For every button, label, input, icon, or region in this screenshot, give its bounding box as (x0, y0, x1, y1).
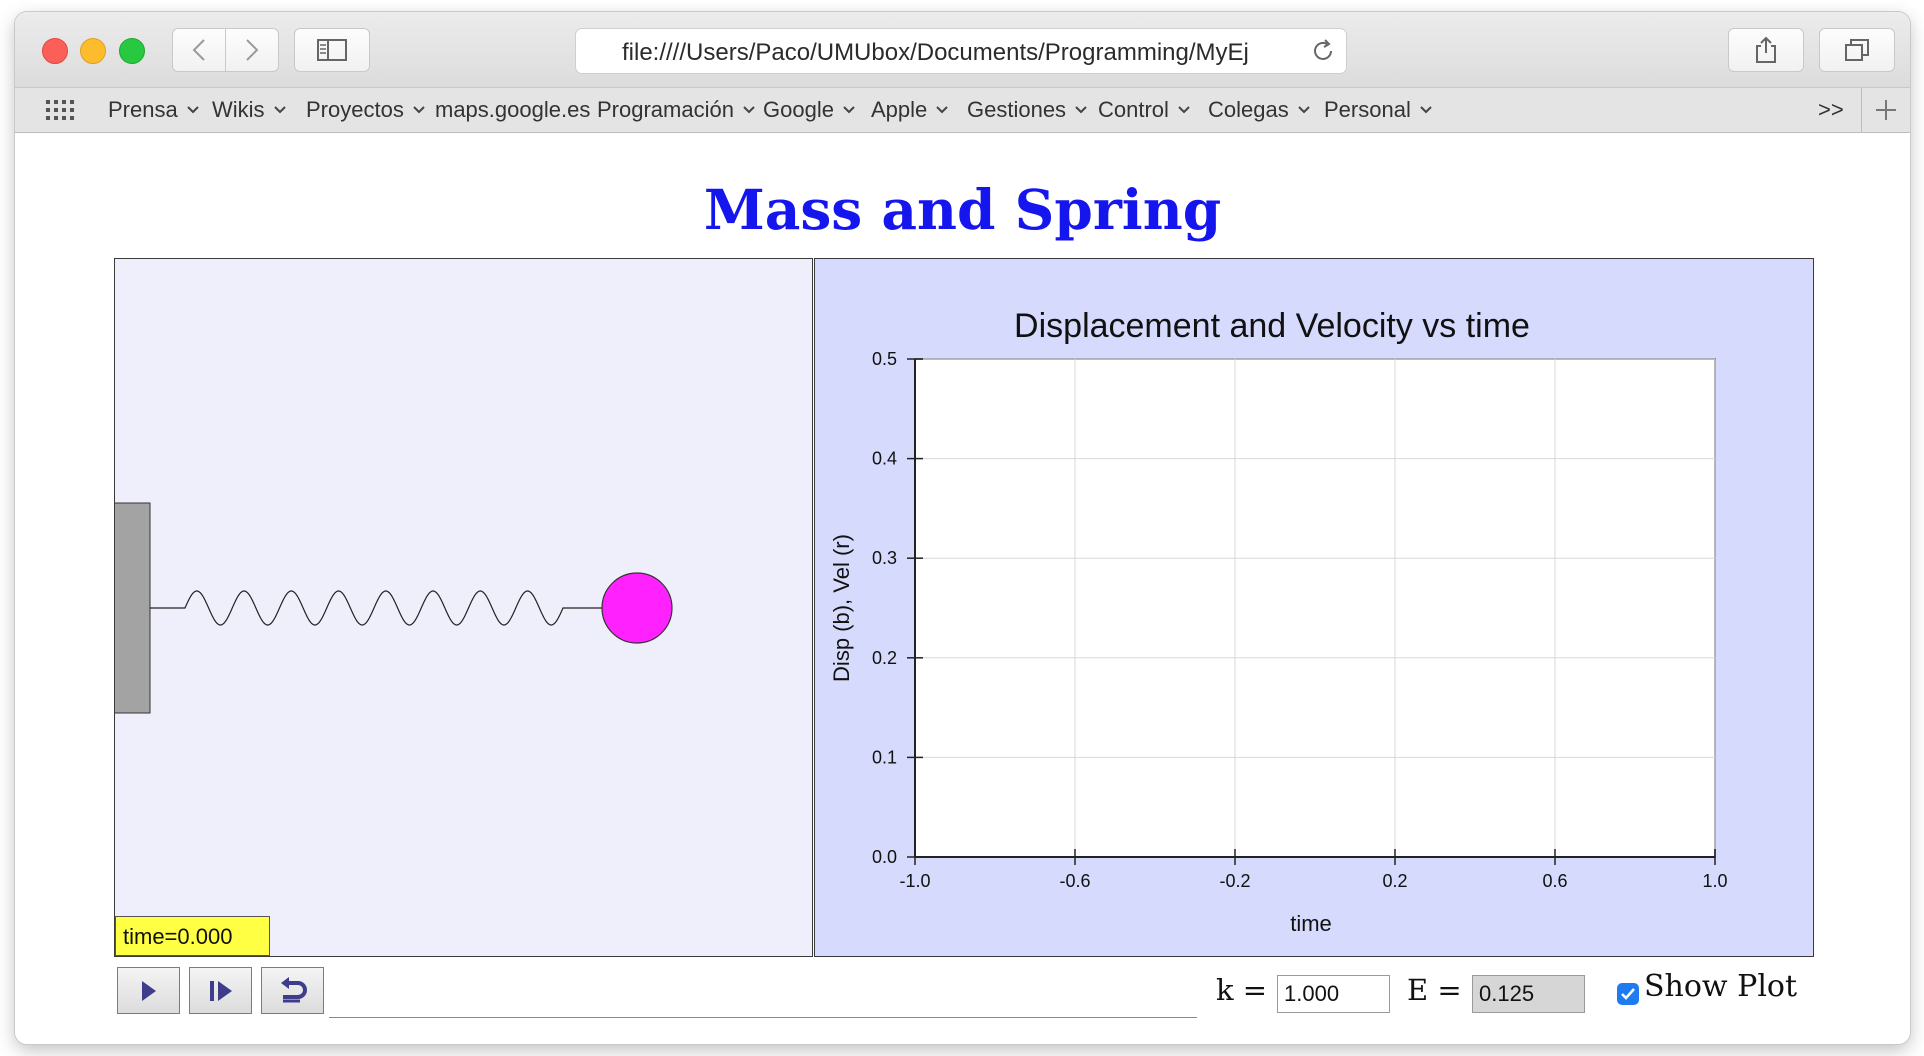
e-label: E = (1407, 973, 1462, 1007)
bookmark-3[interactable]: maps.google.es (435, 97, 590, 123)
message-field (329, 1017, 1197, 1018)
grid-icon (46, 100, 74, 120)
bookmark-label: Control (1098, 97, 1169, 122)
energy-field: 0.125 (1472, 975, 1585, 1013)
y-tick-label: 0.1 (872, 747, 897, 767)
bookmark-label: Google (763, 97, 834, 122)
y-axis-label: Disp (b), Vel (r) (829, 534, 854, 682)
chevron-down-icon (743, 106, 755, 114)
bookmark-10[interactable]: Personal (1324, 97, 1433, 123)
x-tick-label: 0.6 (1542, 871, 1567, 891)
control-bar: k = 1.000 E = 0.125 Show Plot (15, 959, 1910, 1019)
share-button[interactable] (1728, 28, 1804, 72)
bookmark-label: Programación (597, 97, 734, 122)
bookmark-4[interactable]: Programación (597, 97, 756, 123)
spring (150, 590, 602, 626)
play-icon (141, 980, 156, 1001)
title-bar: file:////Users/Paco/UMUbox/Documents/Pro… (15, 12, 1910, 88)
y-tick-label: 0.3 (872, 548, 897, 568)
bookmark-label: Gestiones (967, 97, 1067, 122)
bookmark-label: Prensa (108, 97, 178, 122)
bookmark-9[interactable]: Colegas (1208, 97, 1311, 123)
time-display: time=0.000 (115, 916, 270, 956)
y-tick-label: 0.4 (872, 449, 897, 469)
k-input[interactable]: 1.000 (1277, 975, 1390, 1013)
chevron-right-icon (246, 39, 259, 61)
chevron-down-icon (187, 106, 199, 114)
bookmark-label: Wikis (212, 97, 265, 122)
y-tick-label: 0.5 (872, 349, 897, 369)
show-plot-label[interactable]: Show Plot (1644, 969, 1798, 1004)
chevron-down-icon (1075, 106, 1087, 114)
chevron-down-icon (936, 106, 948, 114)
x-tick-label: 0.2 (1382, 871, 1407, 891)
chevron-down-icon (1420, 106, 1432, 114)
forward-button[interactable] (225, 28, 279, 72)
bookmark-6[interactable]: Apple (871, 97, 949, 123)
chevron-down-icon (413, 106, 425, 114)
displacement-velocity-chart: Displacement and Velocity vs time -1.0 -0… (829, 307, 1728, 936)
address-bar[interactable]: file:////Users/Paco/UMUbox/Documents/Pro… (575, 28, 1347, 74)
chart-title: Displacement and Velocity vs time (1014, 307, 1530, 345)
step-icon (209, 980, 232, 1001)
bookmark-0[interactable]: Prensa (108, 97, 200, 123)
plot-panel: Displacement and Velocity vs time -1.0 -0… (814, 258, 1814, 957)
url-text[interactable]: file:////Users/Paco/UMUbox/Documents/Pro… (622, 39, 1249, 66)
x-tick-label: -1.0 (899, 871, 930, 891)
bookmark-7[interactable]: Gestiones (967, 97, 1088, 123)
bookmark-label: Proyectos (306, 97, 404, 122)
reset-icon (280, 976, 307, 1002)
reload-button[interactable] (1310, 38, 1336, 69)
x-tick-label: -0.6 (1059, 871, 1090, 891)
bookmark-label: Colegas (1208, 97, 1289, 122)
page-content: Mass and Spring time=0.000 Displacement … (15, 133, 1910, 1044)
sidebar-icon (317, 39, 347, 61)
browser-window: file:////Users/Paco/UMUbox/Documents/Pro… (15, 12, 1910, 1044)
bookmark-2[interactable]: Proyectos (306, 97, 426, 123)
page-title: Mass and Spring (703, 177, 1222, 242)
x-axis-label: time (1290, 911, 1332, 936)
chevron-down-icon (273, 106, 286, 114)
checkmark-icon (1621, 988, 1635, 1000)
simulation-canvas (115, 502, 673, 714)
plot-area (914, 358, 1716, 858)
bookmark-label: Apple (871, 97, 928, 122)
reload-icon (1314, 39, 1332, 60)
plus-icon (1876, 100, 1896, 120)
k-label: k = (1216, 973, 1268, 1007)
bookmark-8[interactable]: Control (1098, 97, 1191, 123)
simulation-panel: time=0.000 (114, 258, 813, 957)
bookmark-label: maps.google.es (435, 97, 591, 122)
sidebar-button[interactable] (294, 28, 370, 72)
reset-button[interactable] (261, 967, 324, 1014)
share-icon (1756, 36, 1776, 63)
show-plot-checkbox[interactable] (1617, 983, 1639, 1005)
bookmark-1[interactable]: Wikis (212, 97, 287, 123)
bookmarks-overflow-button[interactable]: >> (1818, 97, 1844, 122)
chevron-left-icon (192, 39, 205, 61)
new-tab-button[interactable] (1861, 88, 1910, 132)
play-button[interactable] (117, 967, 180, 1014)
step-button[interactable] (189, 967, 252, 1014)
minimize-window-button[interactable] (80, 38, 106, 64)
chevron-down-icon (1178, 106, 1190, 114)
back-button[interactable] (172, 28, 226, 72)
bookmark-label: Personal (1324, 97, 1411, 122)
mass[interactable] (601, 572, 673, 644)
show-tabs-button[interactable] (1819, 28, 1895, 72)
tabs-icon (1845, 39, 1869, 61)
wall (115, 502, 151, 714)
bookmark-5[interactable]: Google (763, 97, 856, 123)
x-tick-label: 1.0 (1702, 871, 1727, 891)
y-tick-label: 0.2 (872, 648, 897, 668)
chevron-down-icon (1298, 106, 1310, 114)
chevron-down-icon (843, 106, 855, 114)
x-tick-label: -0.2 (1219, 871, 1250, 891)
y-tick-label: 0.0 (872, 847, 897, 867)
close-window-button[interactable] (42, 38, 68, 64)
top-sites-button[interactable] (46, 100, 76, 125)
maximize-window-button[interactable] (119, 38, 145, 64)
bookmarks-bar: Prensa Wikis Proyectos maps.google.es Progra… (15, 88, 1910, 133)
